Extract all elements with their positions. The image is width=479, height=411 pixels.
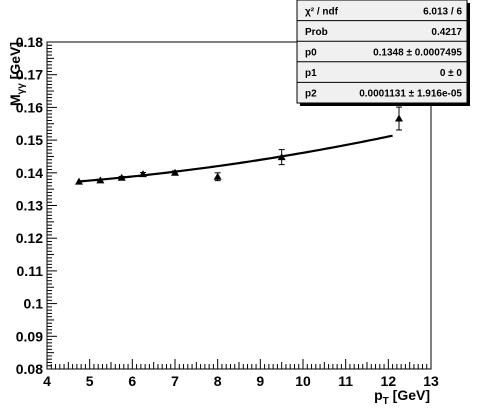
y-tick-label: 0.11	[17, 263, 44, 279]
y-tick-label: 0.09	[16, 328, 43, 344]
y-tick-label: 0.18	[16, 34, 43, 50]
stats-value: 0.0001131 ± 1.916e-05	[359, 89, 462, 100]
data-point	[117, 173, 126, 181]
stats-label: Prob	[305, 27, 328, 38]
y-axis-title: Mγγ [GeV]	[7, 42, 27, 106]
data-point	[139, 170, 147, 178]
triangle-marker	[139, 170, 147, 178]
y-tick-label: 0.1	[24, 296, 44, 312]
y-tick-label: 0.13	[16, 198, 43, 214]
fit-curve	[78, 134, 393, 183]
data-point	[75, 177, 83, 185]
y-tick-label: 0.15	[16, 132, 43, 148]
triangle-marker	[277, 153, 286, 161]
x-tick-label: 4	[43, 373, 51, 389]
x-tick-label: 13	[423, 373, 439, 389]
triangle-marker	[171, 168, 179, 176]
triangle-marker	[75, 177, 83, 185]
x-axis: 4 5 6 7 8 9 10 11 12 13	[43, 359, 439, 389]
stats-box: χ² / ndf 6.013 / 6 Prob 0.4217 p0 0.1348 ± 0.…	[296, 0, 470, 106]
x-tick-label: 11	[338, 373, 353, 389]
x-tick-label: 5	[86, 373, 94, 389]
x-axis-title: pT [GeV]	[374, 387, 430, 407]
y-tick-label: 0.08	[16, 361, 43, 377]
stats-label: p0	[305, 48, 317, 59]
data-point	[96, 176, 105, 184]
x-tick-label: 8	[214, 373, 222, 389]
y-tick-label: 0.14	[16, 165, 43, 181]
triangle-marker	[96, 176, 105, 184]
stats-value: 0.4217	[431, 27, 462, 38]
x-tick-label: 10	[295, 373, 311, 389]
data-point	[277, 149, 286, 166]
stats-value: 6.013 / 6	[423, 6, 462, 17]
triangle-marker	[117, 173, 126, 181]
x-tick-label: 12	[381, 373, 397, 389]
stats-label: p2	[305, 89, 317, 100]
x-tick-label: 9	[256, 373, 264, 389]
stats-label: p1	[305, 68, 317, 79]
data-point	[395, 106, 403, 131]
stats-value: 0 ± 0	[440, 68, 463, 79]
x-tick-label: 6	[128, 373, 136, 389]
data-point	[171, 168, 179, 176]
triangle-marker	[213, 172, 222, 180]
stats-value: 0.1348 ± 0.0007495	[373, 48, 462, 59]
y-tick-label: 0.12	[16, 230, 43, 246]
stats-label: χ² / ndf	[305, 6, 339, 17]
y-tick-label: 0.17	[16, 67, 43, 83]
triangle-marker	[395, 114, 403, 122]
data-point	[213, 172, 222, 182]
data-points	[75, 106, 403, 185]
y-axis: 0.08 0.09 0.1 0.11 0.12 0.13 0.14 0.15 0.16 0.17 0…	[16, 34, 57, 377]
x-tick-label: 7	[171, 373, 179, 389]
y-tick-label: 0.16	[16, 99, 43, 115]
